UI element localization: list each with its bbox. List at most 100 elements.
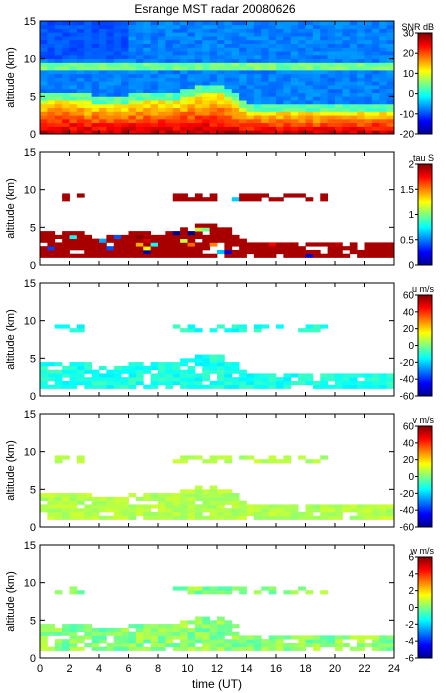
heatmap-cell [364, 81, 373, 86]
heatmap-cell [335, 62, 343, 67]
heatmap-cell [172, 81, 181, 86]
heatmap-cell [194, 103, 203, 109]
heatmap-cell [342, 373, 351, 378]
heatmap-cell [135, 54, 144, 60]
heatmap-cell [253, 511, 262, 517]
heatmap-cell [54, 21, 63, 26]
heatmap-cell [194, 96, 203, 101]
heatmap-cell [180, 328, 188, 333]
heatmap-cell [298, 28, 306, 33]
heatmap-cell [342, 508, 351, 513]
heatmap-cell [357, 100, 365, 105]
heatmap-cell [224, 590, 233, 595]
heatmap-cell [253, 62, 262, 67]
colorbar-tick-label: -60 [400, 392, 415, 403]
heatmap-cell [128, 369, 137, 374]
heatmap-cell [239, 639, 247, 644]
heatmap-cell [62, 197, 70, 202]
heatmap-cell [187, 115, 196, 120]
heatmap-cell [194, 77, 203, 82]
heatmap-cell [84, 58, 93, 63]
heatmap-cell [239, 377, 247, 382]
heatmap-cell [180, 92, 188, 97]
heatmap-cell [364, 51, 373, 56]
heatmap-cell [327, 96, 336, 101]
heatmap-cell [135, 624, 144, 629]
heatmap-cell [76, 515, 85, 520]
heatmap-cell [172, 43, 181, 48]
heatmap-cell [335, 380, 343, 386]
heatmap-cell [113, 62, 122, 67]
heatmap-cell [187, 511, 196, 517]
heatmap-cell [290, 511, 299, 517]
colorbar-gradient [417, 425, 433, 528]
heatmap-cell [194, 511, 203, 517]
heatmap-cell [298, 51, 306, 56]
heatmap-cell [386, 242, 395, 247]
heatmap-cell [357, 81, 365, 86]
y-tick-label: 5 [30, 615, 36, 627]
heatmap-cell [128, 62, 137, 67]
heatmap-cell [349, 66, 358, 71]
heatmap-cell [231, 96, 240, 101]
heatmap-cell [194, 249, 203, 255]
heatmap-cell [172, 92, 181, 97]
heatmap-cell [253, 249, 262, 255]
heatmap-cell [371, 54, 380, 60]
heatmap-cell [165, 54, 174, 60]
heatmap-cell [47, 58, 56, 63]
heatmap-cell [364, 100, 373, 105]
heatmap-cell [113, 96, 122, 101]
heatmap-cell [165, 377, 174, 382]
heatmap-cell [40, 646, 48, 651]
heatmap-cell [253, 77, 262, 82]
heatmap-cell [135, 231, 144, 236]
heatmap-cell [128, 639, 137, 644]
heatmap-cell [62, 126, 70, 131]
heatmap-cell [320, 455, 329, 460]
heatmap-cell [172, 242, 181, 247]
heatmap-cell [180, 107, 188, 112]
heatmap-cell [62, 118, 70, 124]
heatmap-cell [283, 62, 292, 67]
heatmap-cell [298, 77, 306, 82]
heatmap-cell [99, 504, 107, 509]
heatmap-cell [202, 85, 211, 90]
heatmap-cell [335, 92, 343, 97]
heatmap-cell [180, 32, 188, 37]
heatmap-cell [231, 624, 240, 629]
heatmap-cell [298, 126, 306, 131]
heatmap-cell [84, 69, 93, 75]
heatmap-cell [180, 88, 188, 93]
heatmap-cell [40, 635, 48, 640]
heatmap-cell [349, 85, 358, 90]
heatmap-cell [121, 126, 129, 131]
heatmap-cell [364, 242, 373, 247]
heatmap-cell [298, 58, 306, 63]
heatmap-cell [379, 246, 388, 251]
heatmap-cell [194, 328, 203, 333]
heatmap-cell [276, 515, 284, 520]
heatmap-cell [276, 384, 284, 389]
heatmap-cell [165, 373, 174, 378]
y-tick-label: 15 [24, 540, 36, 552]
heatmap-cell [99, 66, 107, 71]
heatmap-cell [62, 627, 70, 633]
heatmap-cell [253, 111, 262, 116]
heatmap-cell [172, 373, 181, 378]
heatmap-cell [165, 511, 174, 517]
heatmap-cell [305, 111, 314, 116]
heatmap-cell [113, 249, 122, 255]
heatmap-cell [158, 646, 166, 651]
heatmap-cell [76, 107, 85, 112]
heatmap-cell [246, 100, 255, 105]
heatmap-cell [113, 631, 122, 636]
heatmap-cell [128, 508, 137, 513]
heatmap-cell [231, 635, 240, 640]
heatmap-cell [76, 66, 85, 71]
heatmap-cell [327, 511, 336, 517]
heatmap-cell [143, 32, 152, 37]
heatmap-cell [371, 504, 380, 509]
heatmap-cell [261, 51, 270, 56]
